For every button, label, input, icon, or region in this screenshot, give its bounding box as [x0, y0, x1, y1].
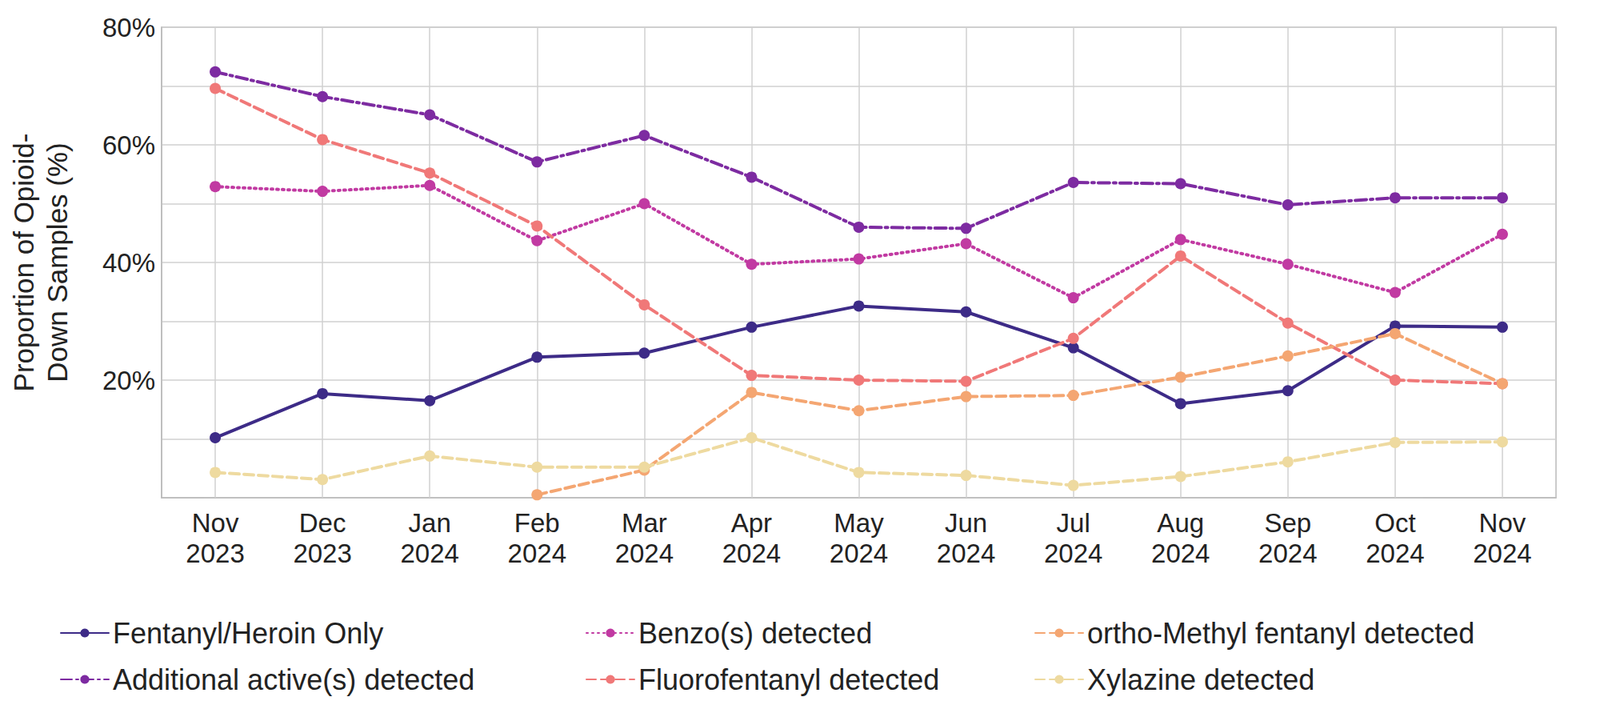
svg-text:2024: 2024: [1365, 538, 1424, 568]
svg-text:2024: 2024: [936, 538, 996, 568]
svg-text:40%: 40%: [102, 248, 156, 278]
svg-text:Fluorofentanyl detected: Fluorofentanyl detected: [638, 663, 940, 696]
svg-text:May: May: [833, 508, 884, 538]
svg-text:2024: 2024: [1044, 538, 1103, 568]
svg-text:Feb: Feb: [514, 508, 560, 538]
svg-text:Dec: Dec: [299, 508, 347, 538]
svg-text:Aug: Aug: [1156, 508, 1204, 538]
svg-text:Mar: Mar: [621, 508, 668, 538]
svg-text:2024: 2024: [829, 538, 888, 568]
svg-text:Additional active(s) detected: Additional active(s) detected: [112, 663, 475, 696]
svg-text:Nov: Nov: [1479, 508, 1527, 538]
svg-text:Down Samples (%): Down Samples (%): [41, 142, 73, 383]
svg-text:Jul: Jul: [1056, 508, 1091, 538]
svg-text:Oct: Oct: [1374, 508, 1416, 538]
svg-text:2024: 2024: [1472, 538, 1532, 568]
svg-text:Jan: Jan: [408, 508, 452, 538]
svg-text:Sep: Sep: [1264, 508, 1312, 538]
svg-text:Nov: Nov: [192, 508, 240, 538]
svg-text:ortho-Methyl fentanyl detected: ortho-Methyl fentanyl detected: [1087, 616, 1475, 650]
svg-text:20%: 20%: [102, 365, 156, 396]
svg-text:2024: 2024: [722, 538, 781, 568]
svg-text:2024: 2024: [508, 538, 567, 568]
svg-text:Benzo(s) detected: Benzo(s) detected: [638, 616, 872, 650]
svg-text:2023: 2023: [185, 538, 244, 568]
svg-text:2024: 2024: [1151, 538, 1210, 568]
svg-text:Apr: Apr: [731, 508, 772, 538]
svg-text:2023: 2023: [292, 538, 352, 568]
svg-text:80%: 80%: [102, 12, 156, 43]
svg-text:Fentanyl/Heroin Only: Fentanyl/Heroin Only: [112, 616, 384, 650]
svg-text:2024: 2024: [615, 538, 674, 568]
svg-text:2024: 2024: [400, 538, 459, 568]
svg-text:60%: 60%: [102, 130, 156, 160]
svg-text:Jun: Jun: [944, 508, 988, 538]
svg-text:Proportion of Opioid-: Proportion of Opioid-: [8, 133, 40, 392]
svg-text:Xylazine detected: Xylazine detected: [1087, 663, 1315, 696]
svg-text:2024: 2024: [1258, 538, 1317, 568]
